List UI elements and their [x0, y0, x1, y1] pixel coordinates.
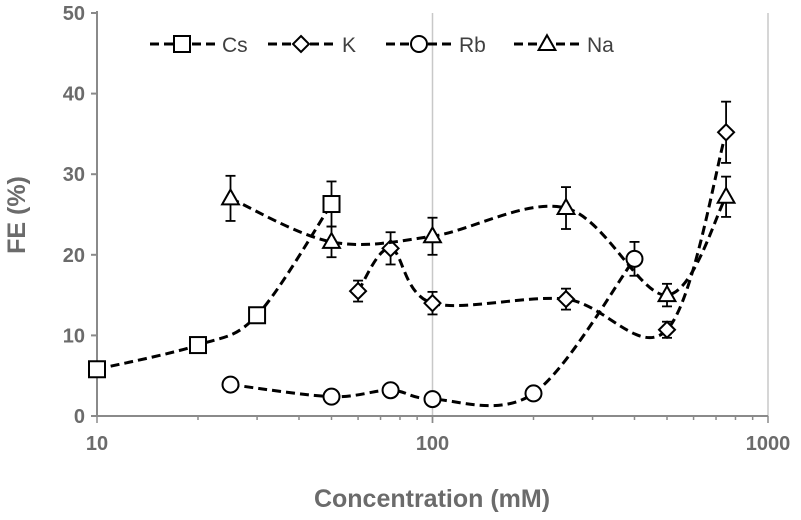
gridlines — [431, 13, 769, 416]
series-na-point — [422, 225, 443, 244]
series-rb-point — [381, 381, 400, 400]
legend-entry-rb: Rb — [386, 34, 486, 57]
x-tick-label: 10 — [86, 433, 108, 455]
series-rb — [221, 241, 644, 409]
series-na — [220, 174, 737, 308]
x-axis-title: Concentration (mM) — [314, 485, 550, 513]
series-rb-point — [423, 390, 442, 409]
x-tick-label: 100 — [416, 433, 449, 455]
series-cs-line — [96, 203, 333, 371]
series-na-point — [220, 187, 241, 206]
legend-label-k: K — [342, 34, 356, 57]
y-axis-title: FE (%) — [3, 176, 31, 254]
series-k-point — [381, 238, 400, 258]
legend-marker-na — [536, 33, 558, 51]
y-tick-label: 30 — [63, 164, 85, 186]
series-layer — [88, 100, 737, 409]
y-tick-label: 40 — [63, 84, 85, 106]
series-k-point — [556, 289, 576, 309]
series-rb-point — [322, 387, 341, 406]
series-rb-point — [221, 375, 240, 394]
series-cs-point — [322, 195, 341, 214]
series-na-point — [555, 197, 577, 216]
y-tick-label: 0 — [74, 406, 85, 428]
x-tick-label: 1000 — [746, 433, 791, 455]
legend-entry-na: Na — [514, 33, 614, 57]
series-cs-point — [188, 336, 207, 355]
series-cs — [88, 180, 341, 379]
series-rb-point — [524, 384, 543, 403]
series-k-point — [348, 281, 368, 301]
series-k-point — [423, 293, 442, 313]
legend-entry-k: K — [268, 34, 356, 57]
y-tick-label: 20 — [63, 245, 85, 267]
legend-label-rb: Rb — [459, 34, 486, 57]
legend-label-cs: Cs — [222, 34, 248, 57]
series-rb-point — [625, 249, 644, 268]
legend: Cs K Rb Na — [150, 33, 614, 57]
series-k-point — [657, 320, 677, 340]
legend-label-na: Na — [587, 34, 614, 57]
y-tick-label: 50 — [63, 3, 85, 25]
y-tick-label: 10 — [63, 325, 85, 347]
legend-entry-cs: Cs — [150, 34, 248, 57]
series-na-point — [656, 284, 678, 303]
series-cs-point — [248, 306, 267, 325]
series-na-point — [321, 231, 342, 249]
series-k — [348, 100, 736, 340]
legend-marker-cs — [173, 35, 191, 53]
legend-marker-rb — [410, 35, 428, 53]
legend-marker-k — [291, 34, 311, 54]
series-na-point — [715, 185, 737, 204]
series-cs-point — [88, 360, 106, 379]
series-k-point — [716, 122, 736, 142]
